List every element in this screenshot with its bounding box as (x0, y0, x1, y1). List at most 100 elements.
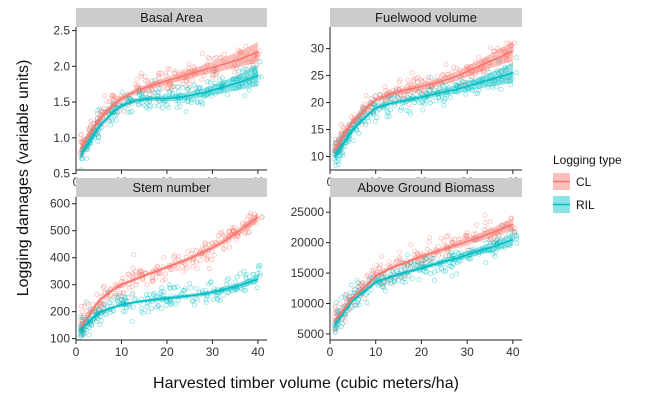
scatter-point (130, 290, 136, 296)
scatter-point (335, 308, 341, 314)
scatter-point (496, 238, 502, 244)
scatter-point (197, 99, 203, 105)
scatter-point (102, 122, 108, 128)
scatter-point (488, 237, 494, 243)
x-tick-label: 10 (369, 345, 383, 359)
scatter-point (369, 101, 375, 107)
scatter-point (404, 84, 410, 90)
x-tick-label: 0 (327, 345, 334, 359)
scatter-point (411, 100, 417, 106)
scatter-point (405, 77, 411, 83)
scatter-point (490, 251, 496, 257)
scatter-point (218, 81, 224, 87)
scatter-point (214, 295, 220, 301)
scatter-point (332, 156, 338, 162)
scatter-point (96, 117, 102, 123)
scatter-point (250, 271, 256, 277)
scatter-point (118, 296, 124, 302)
scatter-point (96, 106, 102, 112)
scatter-point (464, 230, 470, 236)
scatter-point (213, 66, 219, 72)
scatter-point (212, 83, 218, 89)
scatter-point (201, 94, 207, 100)
scatter-point (104, 303, 110, 309)
scatter-point (213, 72, 219, 78)
scatter-point (93, 128, 99, 134)
scatter-point (509, 226, 515, 232)
scatter-point (443, 268, 449, 274)
scatter-point (454, 260, 460, 266)
scatter-point (147, 91, 153, 97)
scatter-point (220, 292, 226, 298)
y-tick-label: 1.0 (53, 131, 70, 145)
scatter-point (120, 308, 126, 314)
scatter-point (509, 227, 515, 233)
scatter-point (397, 107, 403, 113)
scatter-point (492, 239, 498, 245)
scatter-point (499, 77, 505, 83)
scatter-point (336, 148, 342, 154)
scatter-point (351, 122, 357, 128)
scatter-point (356, 120, 362, 126)
scatter-point (475, 90, 481, 96)
scatter-point (151, 290, 157, 296)
scatter-point (243, 43, 249, 49)
scatter-point (97, 313, 103, 319)
trend-line-CL (79, 51, 259, 150)
scatter-point (190, 77, 196, 83)
scatter-point (395, 86, 401, 92)
scatter-point (147, 99, 153, 105)
facet-title: Stem number (132, 180, 211, 195)
scatter-point (418, 261, 424, 267)
scatter-point (415, 74, 421, 80)
scatter-point (398, 105, 404, 111)
scatter-point (392, 275, 398, 281)
scatter-point (232, 63, 238, 69)
scatter-point (498, 58, 504, 64)
scatter-point (458, 236, 464, 242)
scatter-point (204, 255, 210, 261)
scatter-point (180, 269, 186, 275)
scatter-point (507, 41, 513, 47)
scatter-point (206, 266, 212, 272)
scatter-point (504, 67, 510, 73)
scatter-point (498, 69, 504, 75)
scatter-point (395, 94, 401, 100)
scatter-point (150, 88, 156, 94)
scatter-point (221, 51, 227, 57)
scatter-point (490, 84, 496, 90)
scatter-point (92, 309, 98, 315)
scatter-point (465, 247, 471, 253)
scatter-point (127, 96, 133, 102)
scatter-point (245, 213, 251, 219)
scatter-point (512, 225, 518, 231)
scatter-point (360, 280, 366, 286)
scatter-point (441, 102, 447, 108)
scatter-point (476, 251, 482, 257)
scatter-point (212, 91, 218, 97)
scatter-point (439, 82, 445, 88)
scatter-point (340, 124, 346, 130)
scatter-point (81, 314, 87, 320)
scatter-point (332, 147, 338, 153)
scatter-point (109, 110, 115, 116)
scatter-point (199, 245, 205, 251)
scatter-point (104, 99, 110, 105)
scatter-point (99, 117, 105, 123)
scatter-point (174, 105, 180, 111)
scatter-point (251, 271, 257, 277)
scatter-point (94, 311, 100, 317)
scatter-point (179, 290, 185, 296)
scatter-point (209, 257, 215, 263)
scatter-point (431, 269, 437, 275)
scatter-point (108, 292, 114, 298)
scatter-point (169, 299, 175, 305)
scatter-point (78, 332, 84, 338)
scatter-point (490, 248, 496, 254)
scatter-point (118, 278, 124, 284)
scatter-point (130, 304, 136, 310)
scatter-point (110, 308, 116, 314)
scatter-point (488, 236, 494, 242)
scatter-point (354, 127, 360, 133)
scatter-point (510, 236, 516, 242)
